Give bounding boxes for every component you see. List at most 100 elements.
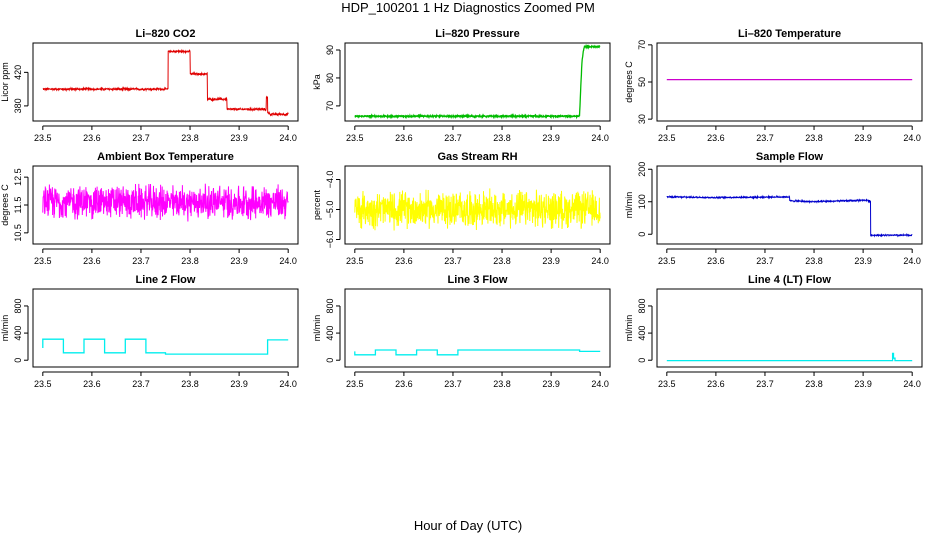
x-tick-label: 23.6 bbox=[395, 379, 413, 389]
y-tick-label: 50 bbox=[637, 77, 647, 87]
y-tick-label: 80 bbox=[325, 73, 335, 83]
series-line bbox=[42, 183, 289, 222]
x-tick-label: 23.5 bbox=[34, 133, 52, 143]
x-tick-label: 23.7 bbox=[444, 256, 462, 266]
y-tick-label: 30 bbox=[637, 114, 647, 124]
x-tick-label: 23.8 bbox=[493, 256, 511, 266]
x-axis: 23.5 23.6 23.7 23.8 23.9 24.0 bbox=[658, 248, 921, 266]
panel-title: Li–820 Pressure bbox=[435, 28, 519, 40]
y-axis-label: kPa bbox=[312, 74, 322, 90]
y-tick-label: −4.0 bbox=[325, 171, 335, 189]
x-tick-label: 23.9 bbox=[230, 256, 248, 266]
x-tick-label: 23.8 bbox=[493, 379, 511, 389]
x-tick-label: 24.0 bbox=[591, 256, 609, 266]
y-tick-label: 0 bbox=[637, 232, 647, 237]
panel-7: Line 2 Flow 23.5 23.6 23.7 23.8 23.9 24.0 0 400 8… bbox=[0, 274, 299, 389]
y-axis: 380 420 bbox=[13, 65, 29, 113]
y-axis: 0 400 800 bbox=[637, 298, 653, 363]
x-axis: 23.5 23.6 23.7 23.8 23.9 24.0 bbox=[346, 125, 609, 143]
x-tick-label: 23.5 bbox=[346, 256, 364, 266]
x-tick-label: 24.0 bbox=[279, 379, 297, 389]
x-tick-label: 23.6 bbox=[395, 256, 413, 266]
x-tick-label: 24.0 bbox=[903, 133, 921, 143]
x-tick-label: 23.5 bbox=[34, 256, 52, 266]
x-tick-label: 23.6 bbox=[707, 256, 725, 266]
panel-title: Sample Flow bbox=[756, 151, 824, 163]
panel-1: Li–820 CO2 23.5 23.6 23.7 23.8 23.9 24.0 380 420… bbox=[0, 28, 299, 143]
y-tick-label: −6.0 bbox=[325, 231, 335, 249]
x-tick-label: 23.9 bbox=[542, 256, 560, 266]
x-axis: 23.5 23.6 23.7 23.8 23.9 24.0 bbox=[34, 371, 297, 389]
x-tick-label: 24.0 bbox=[279, 256, 297, 266]
y-tick-label: 400 bbox=[637, 326, 647, 341]
x-tick-label: 23.7 bbox=[444, 133, 462, 143]
panel-5: Gas Stream RH 23.5 23.6 23.7 23.8 23.9 24.0 −6.… bbox=[312, 151, 611, 266]
y-axis: 0 400 800 bbox=[325, 298, 341, 363]
y-tick-label: 70 bbox=[325, 101, 335, 111]
panel-8: Line 3 Flow 23.5 23.6 23.7 23.8 23.9 24.0 0 400 8… bbox=[312, 274, 611, 389]
panel-9: Line 4 (LT) Flow 23.5 23.6 23.7 23.8 23.9 24.0… bbox=[624, 274, 923, 389]
y-axis: 70 80 90 bbox=[325, 45, 341, 111]
x-tick-label: 23.5 bbox=[658, 379, 676, 389]
plot-frame bbox=[32, 288, 299, 368]
x-tick-label: 23.7 bbox=[756, 256, 774, 266]
plot-frame bbox=[32, 165, 299, 245]
x-tick-label: 23.5 bbox=[34, 379, 52, 389]
panel-title: Line 2 Flow bbox=[136, 274, 196, 286]
x-tick-label: 23.6 bbox=[83, 379, 101, 389]
y-tick-label: 100 bbox=[637, 194, 647, 209]
x-tick-label: 23.8 bbox=[805, 379, 823, 389]
x-tick-label: 23.5 bbox=[346, 133, 364, 143]
y-axis-label: degrees C bbox=[0, 184, 10, 226]
x-axis: 23.5 23.6 23.7 23.8 23.9 24.0 bbox=[658, 371, 921, 389]
series-line bbox=[354, 43, 601, 120]
x-tick-label: 23.5 bbox=[658, 256, 676, 266]
y-axis-label: Licor ppm bbox=[0, 62, 10, 102]
x-tick-label: 23.9 bbox=[854, 133, 872, 143]
x-tick-label: 23.9 bbox=[230, 133, 248, 143]
series-line bbox=[354, 349, 601, 356]
x-tick-label: 23.8 bbox=[181, 133, 199, 143]
x-tick-label: 23.8 bbox=[493, 133, 511, 143]
panel-title: Ambient Box Temperature bbox=[97, 151, 234, 163]
series-line bbox=[666, 194, 913, 238]
y-tick-label: 420 bbox=[13, 65, 23, 80]
x-tick-label: 23.8 bbox=[805, 133, 823, 143]
x-tick-label: 23.9 bbox=[542, 133, 560, 143]
x-axis: 23.5 23.6 23.7 23.8 23.9 24.0 bbox=[34, 248, 297, 266]
plot-frame bbox=[656, 165, 923, 245]
series-line bbox=[42, 338, 289, 355]
x-tick-label: 23.6 bbox=[707, 379, 725, 389]
x-tick-label: 24.0 bbox=[903, 379, 921, 389]
y-axis: 30 50 70 bbox=[637, 40, 653, 124]
x-tick-label: 23.8 bbox=[805, 256, 823, 266]
x-tick-label: 23.9 bbox=[854, 379, 872, 389]
panel-2: Li–820 Pressure 23.5 23.6 23.7 23.8 23.9 24.0 7… bbox=[312, 28, 611, 143]
x-tick-label: 23.8 bbox=[181, 379, 199, 389]
panel-title: Line 3 Flow bbox=[448, 274, 508, 286]
y-tick-label: 70 bbox=[637, 40, 647, 50]
series-line bbox=[42, 48, 289, 117]
panel-title: Li–820 Temperature bbox=[738, 28, 841, 40]
y-axis: 0 100 200 bbox=[637, 162, 653, 237]
y-tick-label: −5.0 bbox=[325, 201, 335, 219]
y-axis-label: ml/min bbox=[0, 315, 10, 342]
y-tick-label: 0 bbox=[637, 358, 647, 363]
x-tick-label: 23.7 bbox=[132, 379, 150, 389]
y-tick-label: 12.5 bbox=[13, 168, 23, 186]
panel-title: Gas Stream RH bbox=[437, 151, 517, 163]
y-tick-label: 800 bbox=[325, 298, 335, 313]
y-tick-label: 400 bbox=[325, 326, 335, 341]
x-tick-label: 23.7 bbox=[132, 133, 150, 143]
y-tick-label: 90 bbox=[325, 45, 335, 55]
x-tick-label: 24.0 bbox=[903, 256, 921, 266]
x-tick-label: 23.6 bbox=[395, 133, 413, 143]
x-tick-label: 23.9 bbox=[230, 379, 248, 389]
figure-title: HDP_100201 1 Hz Diagnostics Zoomed PM bbox=[341, 0, 595, 15]
x-tick-label: 23.6 bbox=[83, 256, 101, 266]
x-axis: 23.5 23.6 23.7 23.8 23.9 24.0 bbox=[34, 125, 297, 143]
series-line bbox=[354, 188, 601, 231]
x-tick-label: 23.8 bbox=[181, 256, 199, 266]
x-tick-label: 23.7 bbox=[756, 379, 774, 389]
